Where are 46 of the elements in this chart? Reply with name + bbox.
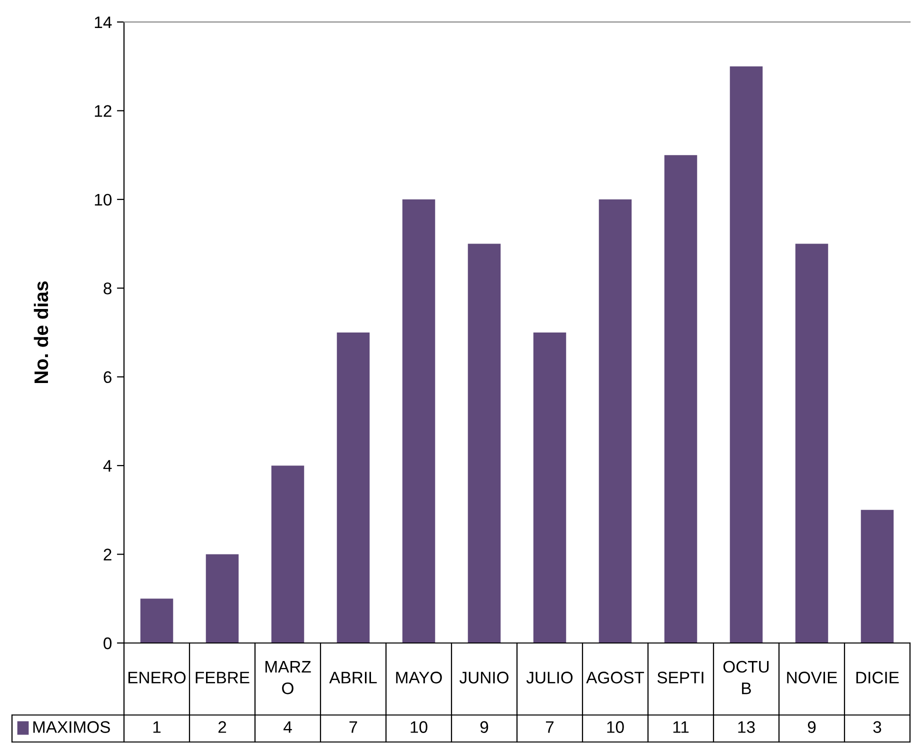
bar [598, 199, 632, 643]
data-label: 10 [607, 721, 624, 733]
bar [140, 598, 174, 643]
y-axis-title: No. de dias [34, 281, 48, 384]
data-label: 4 [284, 721, 292, 733]
data-label: 2 [218, 721, 226, 733]
x-tick-label: NOVIE [787, 672, 837, 684]
x-tick-label: JULIO [526, 672, 573, 684]
bar [730, 66, 763, 643]
bar [664, 155, 698, 643]
legend-label: MAXIMOS [33, 721, 110, 733]
bar [533, 332, 566, 643]
x-tick-label: JUNIO [460, 672, 508, 684]
data-label: 9 [480, 721, 488, 733]
y-tick-label: 8 [104, 282, 112, 294]
bar [402, 199, 436, 643]
y-tick-label: 4 [103, 460, 112, 472]
x-tick-label: OCTU B [723, 660, 769, 694]
x-tick-label: ENERO [128, 672, 186, 684]
bar [468, 244, 501, 643]
x-tick-label: FEBRE [196, 672, 250, 684]
data-label: 9 [808, 721, 816, 733]
data-label: 7 [349, 721, 358, 733]
x-tick-label: ABRIL [329, 672, 377, 684]
x-tick-label: MARZ O [266, 661, 311, 694]
y-tick-label: 6 [104, 371, 112, 384]
x-tick-label: AGOST [586, 672, 644, 684]
y-tick-label: 12 [94, 105, 112, 117]
data-label: 11 [673, 721, 689, 733]
bar [206, 554, 239, 643]
x-tick-label: MAYO [396, 672, 442, 684]
data-label: 10 [410, 721, 428, 733]
y-tick-label: 2 [104, 548, 112, 560]
bar [336, 332, 370, 643]
x-tick-label: DICIE [856, 672, 899, 684]
x-tick-label: SEPTI [657, 672, 704, 684]
y-tick-label: 0 [104, 637, 112, 650]
y-tick-label: 14 [94, 16, 112, 28]
bar [795, 244, 828, 643]
data-label: 7 [546, 721, 554, 733]
data-label: 1 [153, 721, 161, 733]
bar [271, 466, 304, 643]
bar [860, 510, 894, 643]
data-label: 3 [873, 721, 882, 733]
y-tick-label: 10 [94, 194, 112, 206]
data-label: 13 [738, 721, 755, 733]
